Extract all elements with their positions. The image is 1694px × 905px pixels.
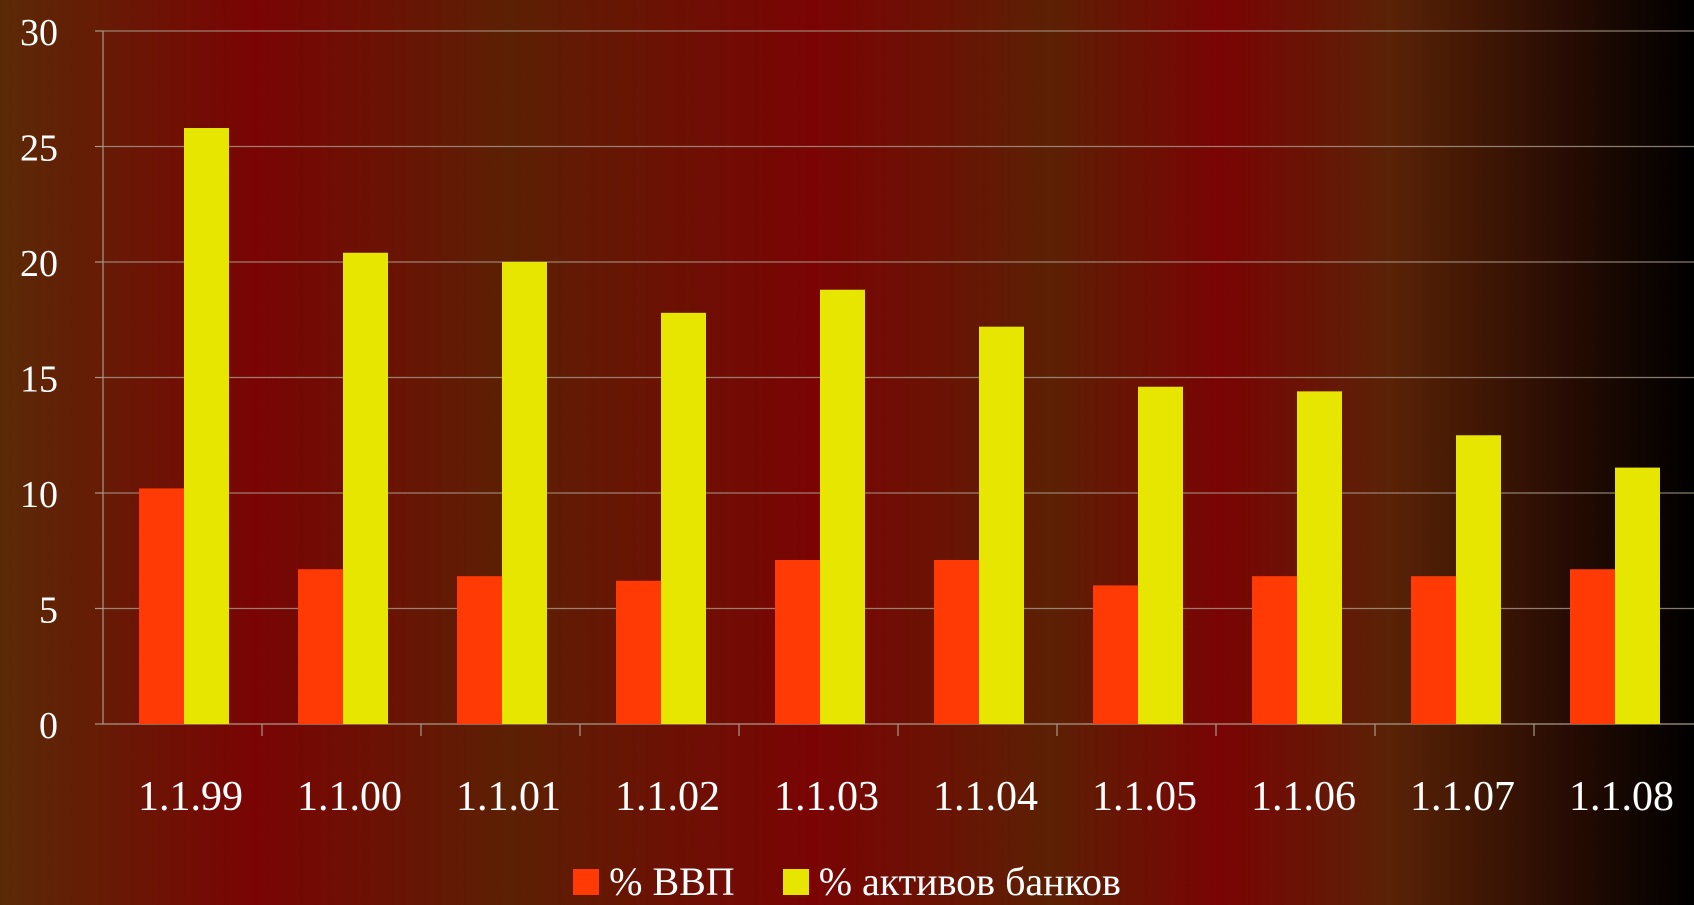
y-tick-label: 10 <box>20 474 58 516</box>
y-tick-label: 5 <box>39 590 58 632</box>
legend-label-gdp: % ВВП <box>609 859 735 904</box>
y-tick-label: 30 <box>20 12 58 54</box>
x-tick-label: 1.1.05 <box>1092 774 1197 820</box>
bar-gdp <box>1411 576 1456 724</box>
bar-gdp <box>1252 576 1297 724</box>
legend-swatch-gdp <box>573 868 600 895</box>
x-tick-label: 1.1.01 <box>456 774 561 820</box>
bar-bank-assets <box>820 289 865 724</box>
bar-bank-assets <box>1615 467 1660 724</box>
bar-gdp <box>616 580 661 724</box>
x-tick-label: 1.1.06 <box>1251 774 1356 820</box>
bar-bank-assets <box>1138 386 1183 724</box>
y-tick-label: 20 <box>20 243 58 285</box>
x-tick-label: 1.1.02 <box>615 774 720 820</box>
legend-label-bank-assets: % активов банков <box>818 859 1121 904</box>
bar-gdp <box>298 569 343 724</box>
x-tick-label: 1.1.07 <box>1410 774 1515 820</box>
bar-gdp <box>457 576 502 724</box>
y-tick-label: 25 <box>20 128 58 170</box>
bar-bank-assets <box>343 252 388 724</box>
bar-bank-assets <box>1297 391 1342 724</box>
legend-item-bank-assets: % активов банков <box>782 858 1121 905</box>
bar-bank-assets <box>502 262 547 724</box>
bar-gdp <box>775 559 820 724</box>
bar-gdp <box>139 488 184 724</box>
x-tick-label: 1.1.08 <box>1569 774 1674 820</box>
bar-gdp <box>1093 585 1138 724</box>
bar-bank-assets <box>184 128 229 724</box>
legend: % ВВП % активов банков <box>0 858 1694 905</box>
bar-bank-assets <box>1456 435 1501 724</box>
y-tick-label: 15 <box>20 359 58 401</box>
bar-gdp <box>934 559 979 724</box>
legend-item-gdp: % ВВП <box>573 858 735 905</box>
x-tick-label: 1.1.03 <box>774 774 879 820</box>
bar-gdp <box>1570 569 1615 724</box>
bar-bank-assets <box>661 312 706 724</box>
x-tick-label: 1.1.04 <box>933 774 1038 820</box>
bar-bank-assets <box>979 326 1024 724</box>
x-tick-label: 1.1.00 <box>297 774 402 820</box>
y-tick-label: 0 <box>39 705 58 747</box>
legend-swatch-bank-assets <box>782 868 809 895</box>
x-tick-label: 1.1.99 <box>138 774 243 820</box>
